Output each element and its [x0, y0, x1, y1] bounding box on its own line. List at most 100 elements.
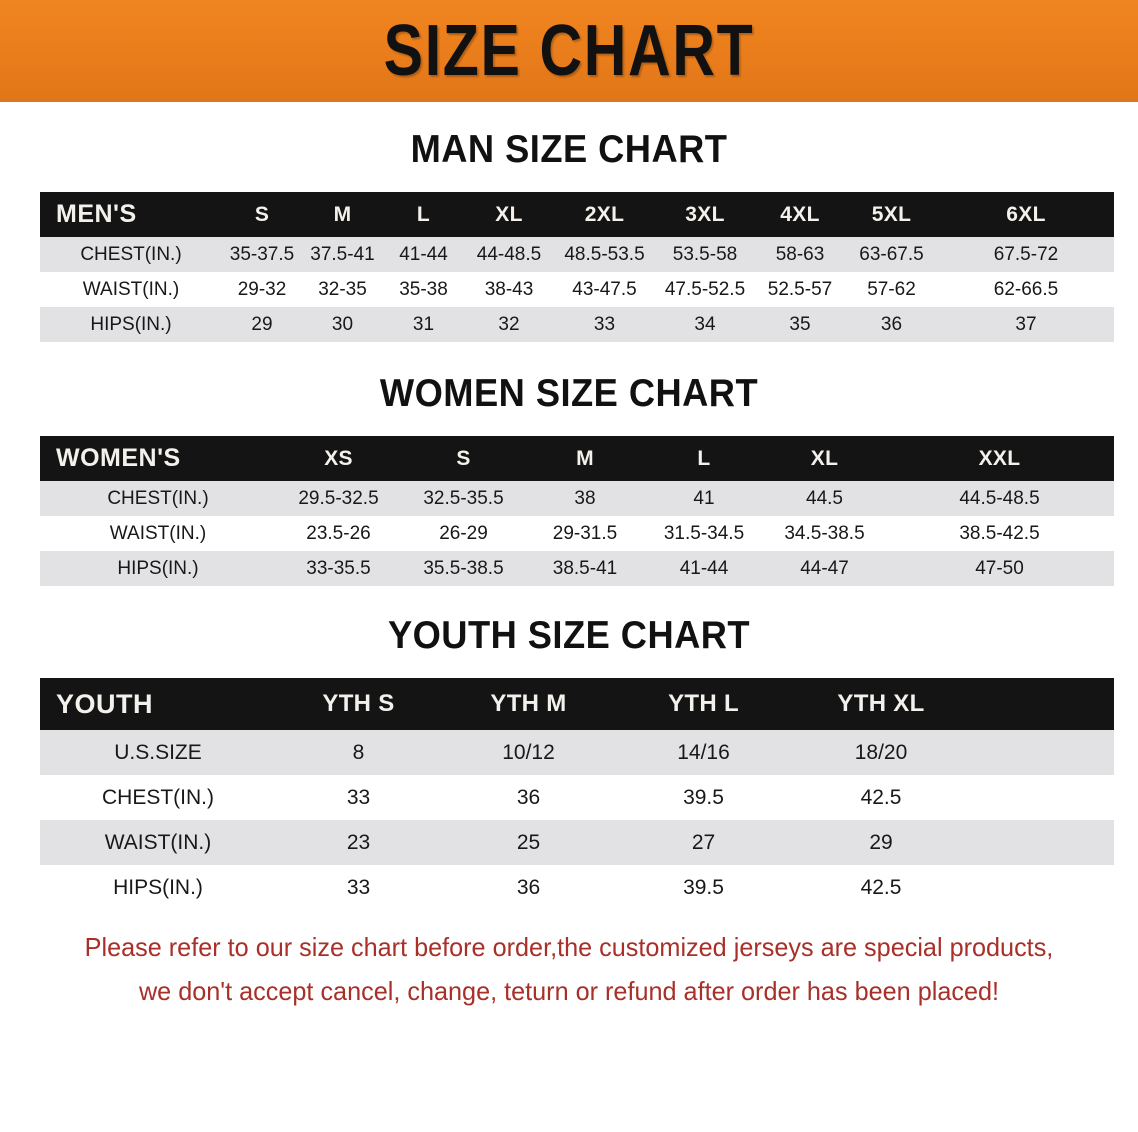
- section-heading-man: MAN SIZE CHART: [410, 128, 728, 171]
- women-waist-s: 26-29: [401, 516, 526, 551]
- section-heading-women: WOMEN SIZE CHART: [379, 372, 759, 415]
- man-hips-s: 29: [222, 307, 302, 342]
- women-row-label-hips: HIPS(IN.): [40, 551, 276, 586]
- women-chest-xxl: 44.5-48.5: [885, 481, 1114, 516]
- youth-col-header-yth-l: YTH L: [616, 678, 791, 730]
- youth-us-size-yth-l: 14/16: [616, 730, 791, 775]
- man-row-label-hips: HIPS(IN.): [40, 307, 222, 342]
- man-corner-label: MEN'S: [40, 192, 222, 237]
- women-header-row: WOMEN'S XS S M L XL XXL: [40, 436, 1114, 481]
- women-chest-xl: 44.5: [764, 481, 885, 516]
- man-waist-l: 35-38: [383, 272, 464, 307]
- size-chart-banner: SIZE CHART: [0, 0, 1138, 102]
- youth-waist-yth-xl: 29: [791, 820, 971, 865]
- youth-waist-blank: [971, 820, 1114, 865]
- man-col-header-4xl: 4XL: [755, 192, 845, 237]
- man-waist-3xl: 47.5-52.5: [655, 272, 755, 307]
- youth-chest-yth-l: 39.5: [616, 775, 791, 820]
- man-header-row: MEN'S S M L XL 2XL 3XL 4XL 5XL 6XL: [40, 192, 1114, 237]
- youth-hips-yth-s: 33: [276, 865, 441, 910]
- man-col-header-5xl: 5XL: [845, 192, 938, 237]
- table-row: WAIST(IN.) 23 25 27 29: [40, 820, 1114, 865]
- youth-col-header-yth-m: YTH M: [441, 678, 616, 730]
- youth-us-size-yth-xl: 18/20: [791, 730, 971, 775]
- youth-chest-yth-m: 36: [441, 775, 616, 820]
- youth-us-size-yth-m: 10/12: [441, 730, 616, 775]
- table-row: CHEST(IN.) 29.5-32.5 32.5-35.5 38 41 44.…: [40, 481, 1114, 516]
- man-row-label-waist: WAIST(IN.): [40, 272, 222, 307]
- women-col-header-s: S: [401, 436, 526, 481]
- youth-waist-yth-m: 25: [441, 820, 616, 865]
- man-hips-6xl: 37: [938, 307, 1114, 342]
- man-row-label-chest: CHEST(IN.): [40, 237, 222, 272]
- man-chest-s: 35-37.5: [222, 237, 302, 272]
- man-table-head: MEN'S S M L XL 2XL 3XL 4XL 5XL 6XL: [40, 192, 1114, 237]
- women-chest-xs: 29.5-32.5: [276, 481, 401, 516]
- youth-hips-yth-xl: 42.5: [791, 865, 971, 910]
- table-row: U.S.SIZE 8 10/12 14/16 18/20: [40, 730, 1114, 775]
- table-row: CHEST(IN.) 35-37.5 37.5-41 41-44 44-48.5…: [40, 237, 1114, 272]
- women-col-header-m: M: [526, 436, 644, 481]
- women-chest-l: 41: [644, 481, 764, 516]
- youth-row-label-hips: HIPS(IN.): [40, 865, 276, 910]
- man-chest-5xl: 63-67.5: [845, 237, 938, 272]
- women-waist-xxl: 38.5-42.5: [885, 516, 1114, 551]
- man-waist-4xl: 52.5-57: [755, 272, 845, 307]
- youth-row-label-waist: WAIST(IN.): [40, 820, 276, 865]
- youth-table-body: U.S.SIZE 8 10/12 14/16 18/20 CHEST(IN.) …: [40, 730, 1114, 910]
- disclaimer-line-1: Please refer to our size chart before or…: [84, 932, 1054, 962]
- page-title: SIZE CHART: [383, 11, 755, 91]
- women-waist-m: 29-31.5: [526, 516, 644, 551]
- man-size-table: MEN'S S M L XL 2XL 3XL 4XL 5XL 6XL CHEST…: [40, 192, 1114, 342]
- women-col-header-xl: XL: [764, 436, 885, 481]
- man-col-header-2xl: 2XL: [554, 192, 655, 237]
- youth-waist-yth-s: 23: [276, 820, 441, 865]
- women-col-header-xxl: XXL: [885, 436, 1114, 481]
- youth-row-label-us-size: U.S.SIZE: [40, 730, 276, 775]
- women-size-table: WOMEN'S XS S M L XL XXL CHEST(IN.) 29.5-…: [40, 436, 1114, 586]
- youth-size-chart-wrapper: YOUTH YTH S YTH M YTH L YTH XL U.S.SIZE …: [40, 678, 1114, 910]
- man-hips-4xl: 35: [755, 307, 845, 342]
- man-waist-5xl: 57-62: [845, 272, 938, 307]
- disclaimer-note: Please refer to our size chart before or…: [50, 926, 1088, 1013]
- women-col-header-xs: XS: [276, 436, 401, 481]
- women-waist-xl: 34.5-38.5: [764, 516, 885, 551]
- man-table-body: CHEST(IN.) 35-37.5 37.5-41 41-44 44-48.5…: [40, 237, 1114, 342]
- man-col-header-l: L: [383, 192, 464, 237]
- women-hips-xl: 44-47: [764, 551, 885, 586]
- youth-chest-yth-xl: 42.5: [791, 775, 971, 820]
- women-row-label-chest: CHEST(IN.): [40, 481, 276, 516]
- youth-table-head: YOUTH YTH S YTH M YTH L YTH XL: [40, 678, 1114, 730]
- women-chest-m: 38: [526, 481, 644, 516]
- youth-chest-blank: [971, 775, 1114, 820]
- youth-us-size-blank: [971, 730, 1114, 775]
- youth-hips-yth-l: 39.5: [616, 865, 791, 910]
- man-col-header-xl: XL: [464, 192, 554, 237]
- man-chest-4xl: 58-63: [755, 237, 845, 272]
- women-row-label-waist: WAIST(IN.): [40, 516, 276, 551]
- youth-col-header-yth-xl: YTH XL: [791, 678, 971, 730]
- man-col-header-m: M: [302, 192, 383, 237]
- man-hips-3xl: 34: [655, 307, 755, 342]
- women-hips-xxl: 47-50: [885, 551, 1114, 586]
- table-row: HIPS(IN.) 33-35.5 35.5-38.5 38.5-41 41-4…: [40, 551, 1114, 586]
- table-row: WAIST(IN.) 29-32 32-35 35-38 38-43 43-47…: [40, 272, 1114, 307]
- man-chest-l: 41-44: [383, 237, 464, 272]
- man-hips-xl: 32: [464, 307, 554, 342]
- man-waist-2xl: 43-47.5: [554, 272, 655, 307]
- man-chest-xl: 44-48.5: [464, 237, 554, 272]
- youth-row-label-chest: CHEST(IN.): [40, 775, 276, 820]
- women-hips-s: 35.5-38.5: [401, 551, 526, 586]
- table-row: WAIST(IN.) 23.5-26 26-29 29-31.5 31.5-34…: [40, 516, 1114, 551]
- man-col-header-6xl: 6XL: [938, 192, 1114, 237]
- youth-hips-yth-m: 36: [441, 865, 616, 910]
- youth-col-header-yth-s: YTH S: [276, 678, 441, 730]
- man-waist-s: 29-32: [222, 272, 302, 307]
- youth-corner-label: YOUTH: [40, 678, 276, 730]
- man-size-chart-wrapper: MEN'S S M L XL 2XL 3XL 4XL 5XL 6XL CHEST…: [40, 192, 1114, 342]
- youth-col-header-blank: [971, 678, 1114, 730]
- disclaimer-line-2: we don't accept cancel, change, teturn o…: [138, 975, 1000, 1006]
- youth-size-table: YOUTH YTH S YTH M YTH L YTH XL U.S.SIZE …: [40, 678, 1114, 910]
- table-row: HIPS(IN.) 33 36 39.5 42.5: [40, 865, 1114, 910]
- man-col-header-3xl: 3XL: [655, 192, 755, 237]
